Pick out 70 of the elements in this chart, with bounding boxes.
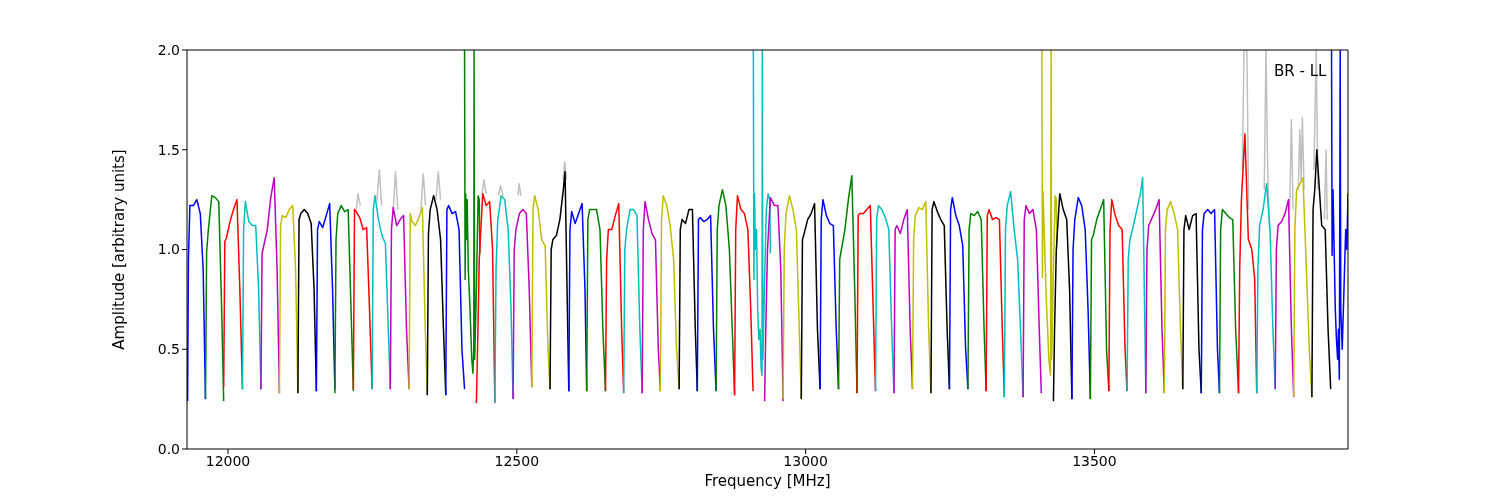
x-tick-label: 12000 — [205, 452, 251, 469]
line-series — [856, 204, 877, 394]
line-series — [893, 208, 914, 394]
y-tick-label: 1.5 — [157, 141, 180, 158]
x-axis-title: Frequency [MHz] — [704, 472, 831, 490]
line-series — [1163, 200, 1184, 394]
line-series — [604, 202, 625, 394]
line-series — [800, 202, 821, 400]
line-series — [696, 214, 717, 392]
line-series — [445, 204, 466, 396]
line-series — [622, 208, 643, 394]
line-series — [1126, 176, 1147, 394]
line-series — [278, 204, 299, 394]
line-series — [315, 202, 336, 392]
line-series — [585, 208, 607, 392]
line-series — [1022, 204, 1043, 398]
line-series — [389, 206, 410, 390]
line-series — [297, 208, 318, 394]
line-series — [512, 208, 533, 400]
x-tick-label: 13500 — [1072, 452, 1117, 469]
line-series — [426, 194, 447, 396]
line-series — [549, 170, 570, 392]
line-series — [1071, 196, 1092, 400]
line-series — [641, 200, 662, 394]
line-series — [531, 194, 551, 390]
line-series — [1182, 212, 1203, 394]
line-series — [1330, 50, 1348, 380]
line-series — [1255, 182, 1276, 394]
line-series — [475, 192, 496, 404]
line-series — [1108, 198, 1128, 392]
line-series — [371, 194, 392, 390]
line-series — [568, 202, 588, 392]
y-tick-label: 0.0 — [157, 440, 180, 457]
line-series — [1003, 190, 1024, 398]
line-series — [494, 194, 514, 404]
line-series — [1218, 208, 1240, 394]
annotation: BR - LL — [1274, 62, 1327, 80]
line-series — [967, 210, 987, 392]
y-tick-label: 0.5 — [157, 341, 180, 358]
line-series — [1041, 50, 1058, 376]
line-series — [1145, 198, 1166, 394]
line-series — [659, 194, 680, 392]
x-tick-label: 12500 — [494, 452, 540, 469]
line-series — [1311, 149, 1332, 398]
line-series — [1237, 133, 1258, 394]
line-series — [241, 200, 262, 390]
line-series — [1052, 192, 1073, 402]
x-tick-label: 13000 — [783, 452, 828, 469]
line-series — [752, 50, 772, 376]
y-tick-label: 1.0 — [157, 241, 180, 258]
line-series — [985, 208, 1006, 398]
line-series — [733, 194, 754, 396]
line-series — [1089, 198, 1110, 400]
line-series — [463, 50, 481, 374]
line-series — [819, 198, 840, 390]
line-series — [408, 206, 429, 394]
line-series — [222, 198, 244, 390]
line-series — [930, 200, 951, 394]
line-series — [334, 204, 355, 394]
line-series — [874, 204, 895, 394]
line-series — [204, 194, 225, 402]
line-series — [678, 208, 699, 392]
line-series — [763, 196, 784, 402]
y-tick-label: 2.0 — [157, 41, 180, 58]
line-series — [1200, 208, 1221, 394]
y-axis-title: Amplitude [arbitrary units] — [110, 149, 129, 350]
line-series — [1292, 176, 1313, 398]
line-series — [782, 194, 803, 400]
line-series — [948, 196, 969, 390]
line-series — [352, 208, 373, 390]
